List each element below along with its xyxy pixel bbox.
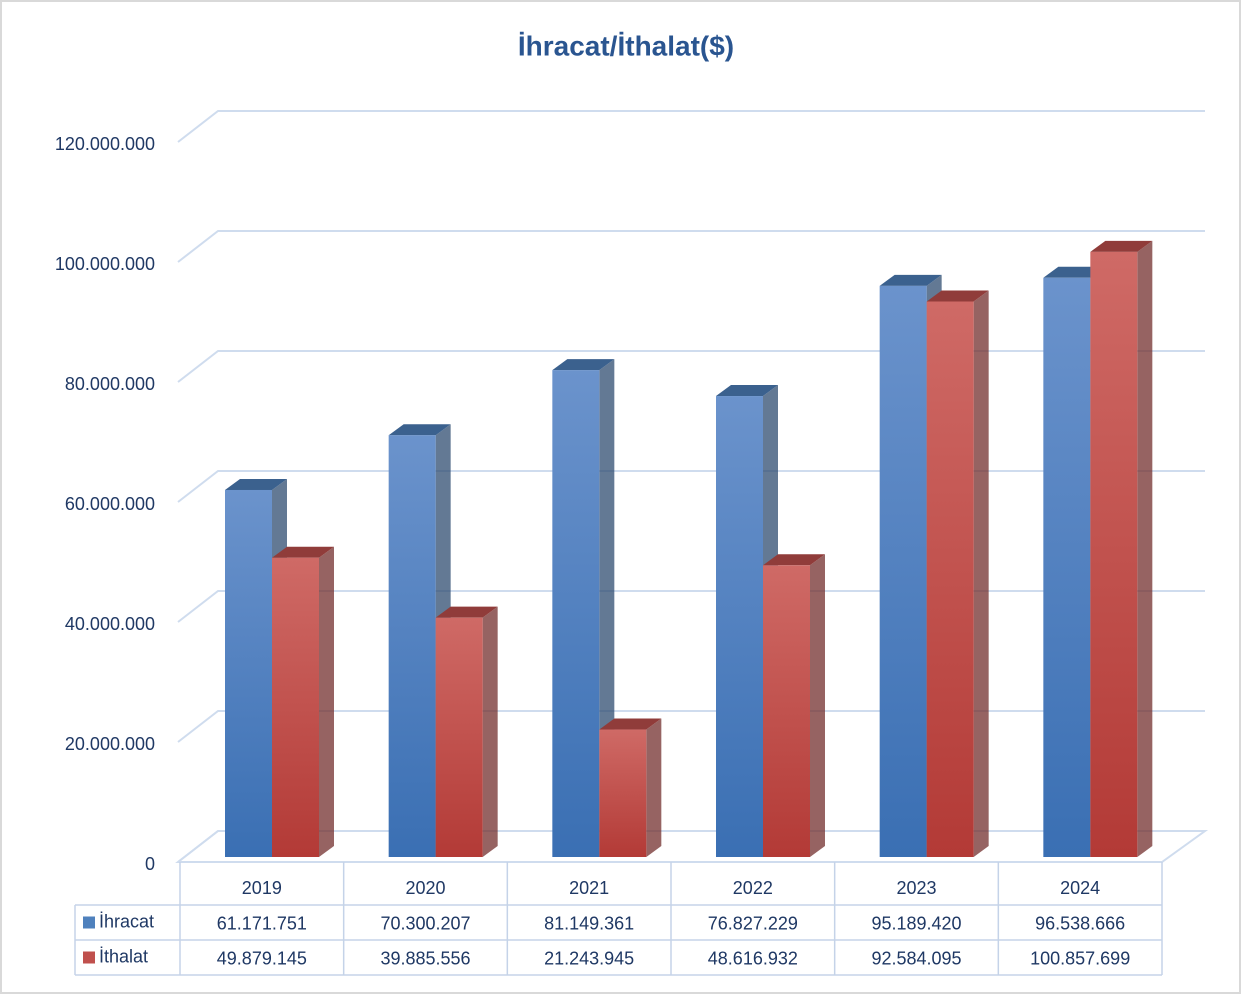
y-tick-label: 100.000.000 — [55, 254, 155, 274]
bar-side — [810, 554, 825, 857]
bar — [272, 557, 319, 857]
table-value: 48.616.932 — [708, 948, 798, 968]
bar — [763, 565, 810, 857]
y-tick-label: 80.000.000 — [65, 374, 155, 394]
bar — [435, 617, 483, 857]
bar — [225, 489, 272, 857]
legend-swatch — [83, 916, 95, 929]
table-value: 21.243.945 — [544, 948, 634, 968]
y-tick-label: 0 — [145, 854, 155, 874]
bar-top — [552, 359, 615, 371]
bar-side — [319, 546, 334, 857]
y-tick-label: 60.000.000 — [65, 494, 155, 514]
bar — [1043, 277, 1091, 857]
table-value: 81.149.361 — [544, 913, 634, 933]
legend-label: İthalat — [99, 946, 148, 966]
bar — [388, 435, 436, 857]
x-tick-label: 2020 — [405, 878, 445, 898]
y-tick-label: 20.000.000 — [65, 734, 155, 754]
bar — [926, 301, 974, 857]
x-tick-label: 2019 — [242, 878, 282, 898]
grid-line — [177, 590, 1205, 623]
grid-line — [177, 350, 1205, 383]
grid-line — [177, 830, 1205, 863]
table-value: 70.300.207 — [380, 913, 470, 933]
bar-top — [388, 424, 451, 436]
table-value: 39.885.556 — [380, 948, 470, 968]
x-tick-label: 2023 — [896, 878, 936, 898]
bar-side — [646, 718, 662, 857]
table-value: 61.171.751 — [217, 913, 307, 933]
bar-top — [272, 546, 334, 558]
legend-swatch — [83, 951, 95, 964]
bar — [599, 729, 647, 857]
bar-top — [435, 606, 498, 618]
table-value: 100.857.699 — [1030, 948, 1130, 968]
bar — [716, 396, 763, 857]
y-tick-label: 120.000.000 — [55, 134, 155, 154]
bar-top — [1043, 266, 1106, 278]
y-tick-label: 40.000.000 — [65, 614, 155, 634]
bar — [1090, 251, 1138, 857]
bar-top — [716, 385, 778, 397]
bar-top — [599, 718, 662, 730]
table-value: 92.584.095 — [871, 948, 961, 968]
x-tick-label: 2021 — [569, 878, 609, 898]
grid-line — [177, 470, 1205, 503]
grid-line — [177, 110, 1205, 143]
bar-top — [763, 554, 825, 566]
bar-side — [1137, 240, 1153, 857]
bar-top — [225, 478, 287, 490]
legend-label: İhracat — [99, 911, 154, 931]
table-value: 76.827.229 — [708, 913, 798, 933]
table-value: 49.879.145 — [217, 948, 307, 968]
bar — [879, 285, 927, 857]
table-value: 96.538.666 — [1035, 913, 1125, 933]
bar-top — [926, 290, 989, 302]
x-tick-label: 2024 — [1060, 878, 1100, 898]
grid-line — [177, 230, 1205, 263]
bar-side — [973, 290, 989, 857]
bar-side — [482, 606, 498, 857]
bar-top — [879, 274, 942, 286]
bar-top — [1090, 240, 1153, 252]
grid-line — [177, 710, 1205, 743]
bar — [552, 370, 600, 857]
x-tick-label: 2022 — [733, 878, 773, 898]
table-value: 95.189.420 — [871, 913, 961, 933]
chart-title: İhracat/İthalat($) — [518, 30, 734, 61]
